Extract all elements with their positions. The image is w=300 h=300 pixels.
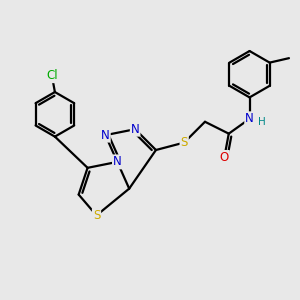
Text: O: O [220,151,229,164]
Text: S: S [93,209,100,222]
Text: S: S [181,136,188,149]
Text: N: N [131,123,140,136]
Text: N: N [113,155,122,168]
Text: N: N [245,112,254,125]
Text: N: N [101,129,110,142]
Text: Cl: Cl [46,69,58,82]
Text: H: H [258,117,266,127]
